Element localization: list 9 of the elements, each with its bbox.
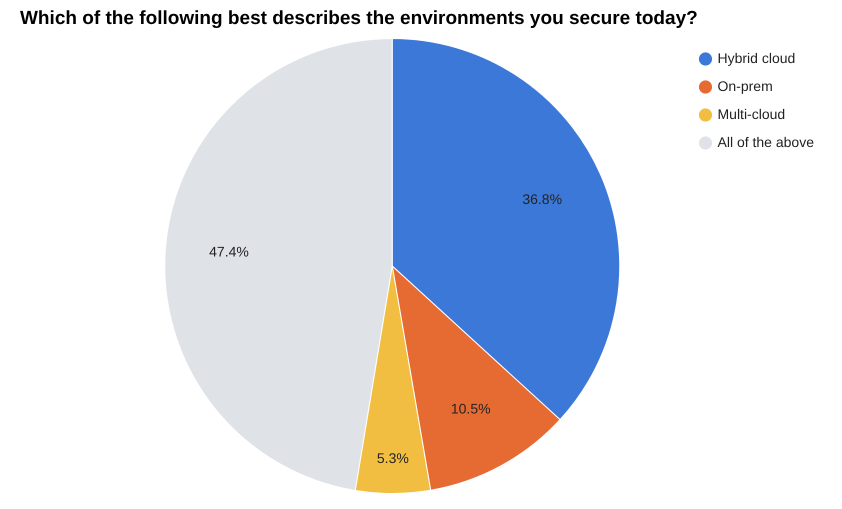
legend-label: Hybrid cloud <box>717 50 796 66</box>
data-label: 5.3% <box>376 450 409 466</box>
legend-label: On-prem <box>717 78 773 94</box>
data-label: 10.5% <box>450 400 491 417</box>
data-label: 36.8% <box>522 190 562 207</box>
data-label: 47.4% <box>209 243 249 260</box>
legend-label: All of the above <box>717 134 814 150</box>
chart-title: Which of the following best describes the environments you secure today? <box>19 8 699 31</box>
legend-label: Multi-cloud <box>717 106 786 122</box>
